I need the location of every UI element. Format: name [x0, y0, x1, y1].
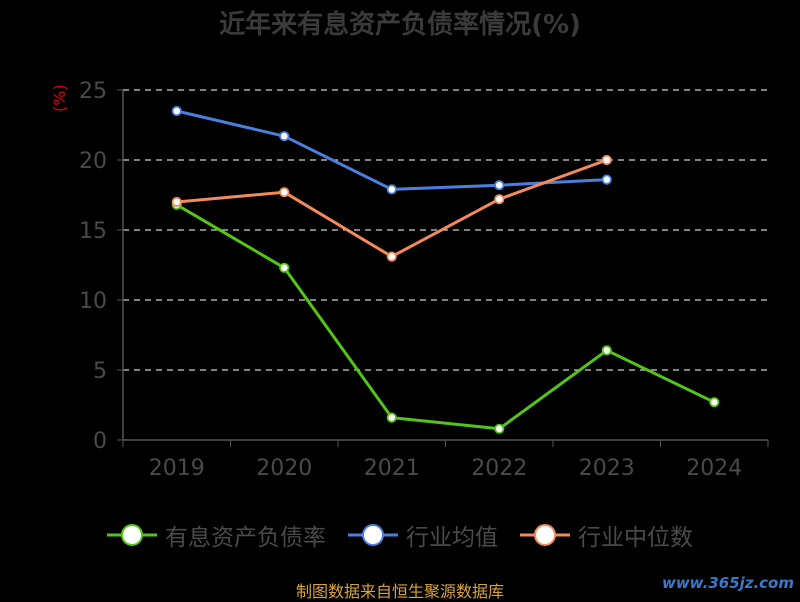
- legend-label: 有息资产负债率: [165, 525, 326, 551]
- data-point-0: [386, 412, 397, 423]
- x-tick-label: 2024: [686, 456, 742, 481]
- legend-item-interest-debt-ratio[interactable]: 有息资产负债率: [107, 518, 326, 552]
- data-point-1: [386, 184, 397, 195]
- data-point-0: [494, 423, 505, 434]
- legend-marker-icon: [107, 524, 157, 546]
- data-point-1: [279, 131, 290, 142]
- series-line-1: [176, 109, 607, 191]
- x-tick-label: 2020: [256, 456, 312, 481]
- legend-marker-icon: [348, 524, 398, 546]
- data-point-2: [171, 196, 182, 208]
- data-point-1: [171, 105, 182, 117]
- data-point-2: [494, 194, 505, 205]
- legend: 有息资产负债率 行业均值 行业中位数: [0, 518, 800, 552]
- legend-label: 行业均值: [406, 525, 498, 551]
- data-point-2: [386, 251, 397, 262]
- data-point-0: [601, 345, 612, 356]
- x-tick-label: 2022: [471, 456, 527, 481]
- data-point-2: [601, 154, 612, 166]
- data-point-2: [279, 187, 290, 198]
- y-tick-label: 25: [79, 79, 107, 104]
- x-tick-label: 2023: [579, 456, 635, 481]
- y-tick-label: 15: [79, 219, 107, 244]
- y-tick-label: 0: [93, 429, 107, 454]
- data-source-note: 制图数据来自恒生聚源数据库: [295, 582, 504, 601]
- chart-title: 近年来有息资产负债率情况(%): [219, 10, 581, 40]
- legend-item-industry-median[interactable]: 行业中位数: [520, 518, 693, 552]
- series-line-0: [175, 203, 715, 431]
- data-point-1: [494, 180, 505, 191]
- data-point-0: [279, 262, 290, 273]
- x-tick-label: 2021: [364, 456, 420, 481]
- legend-marker-icon: [520, 524, 570, 546]
- y-tick-label: 5: [93, 359, 107, 384]
- data-point-1: [601, 174, 612, 185]
- legend-label: 行业中位数: [578, 525, 693, 551]
- watermark-logo: www.365jz.com: [661, 574, 794, 592]
- x-tick-label: 2019: [149, 456, 205, 481]
- data-point-0: [709, 397, 720, 408]
- y-tick-label: 20: [79, 149, 107, 174]
- legend-item-industry-mean[interactable]: 行业均值: [348, 518, 498, 552]
- y-tick-label: 10: [79, 289, 107, 314]
